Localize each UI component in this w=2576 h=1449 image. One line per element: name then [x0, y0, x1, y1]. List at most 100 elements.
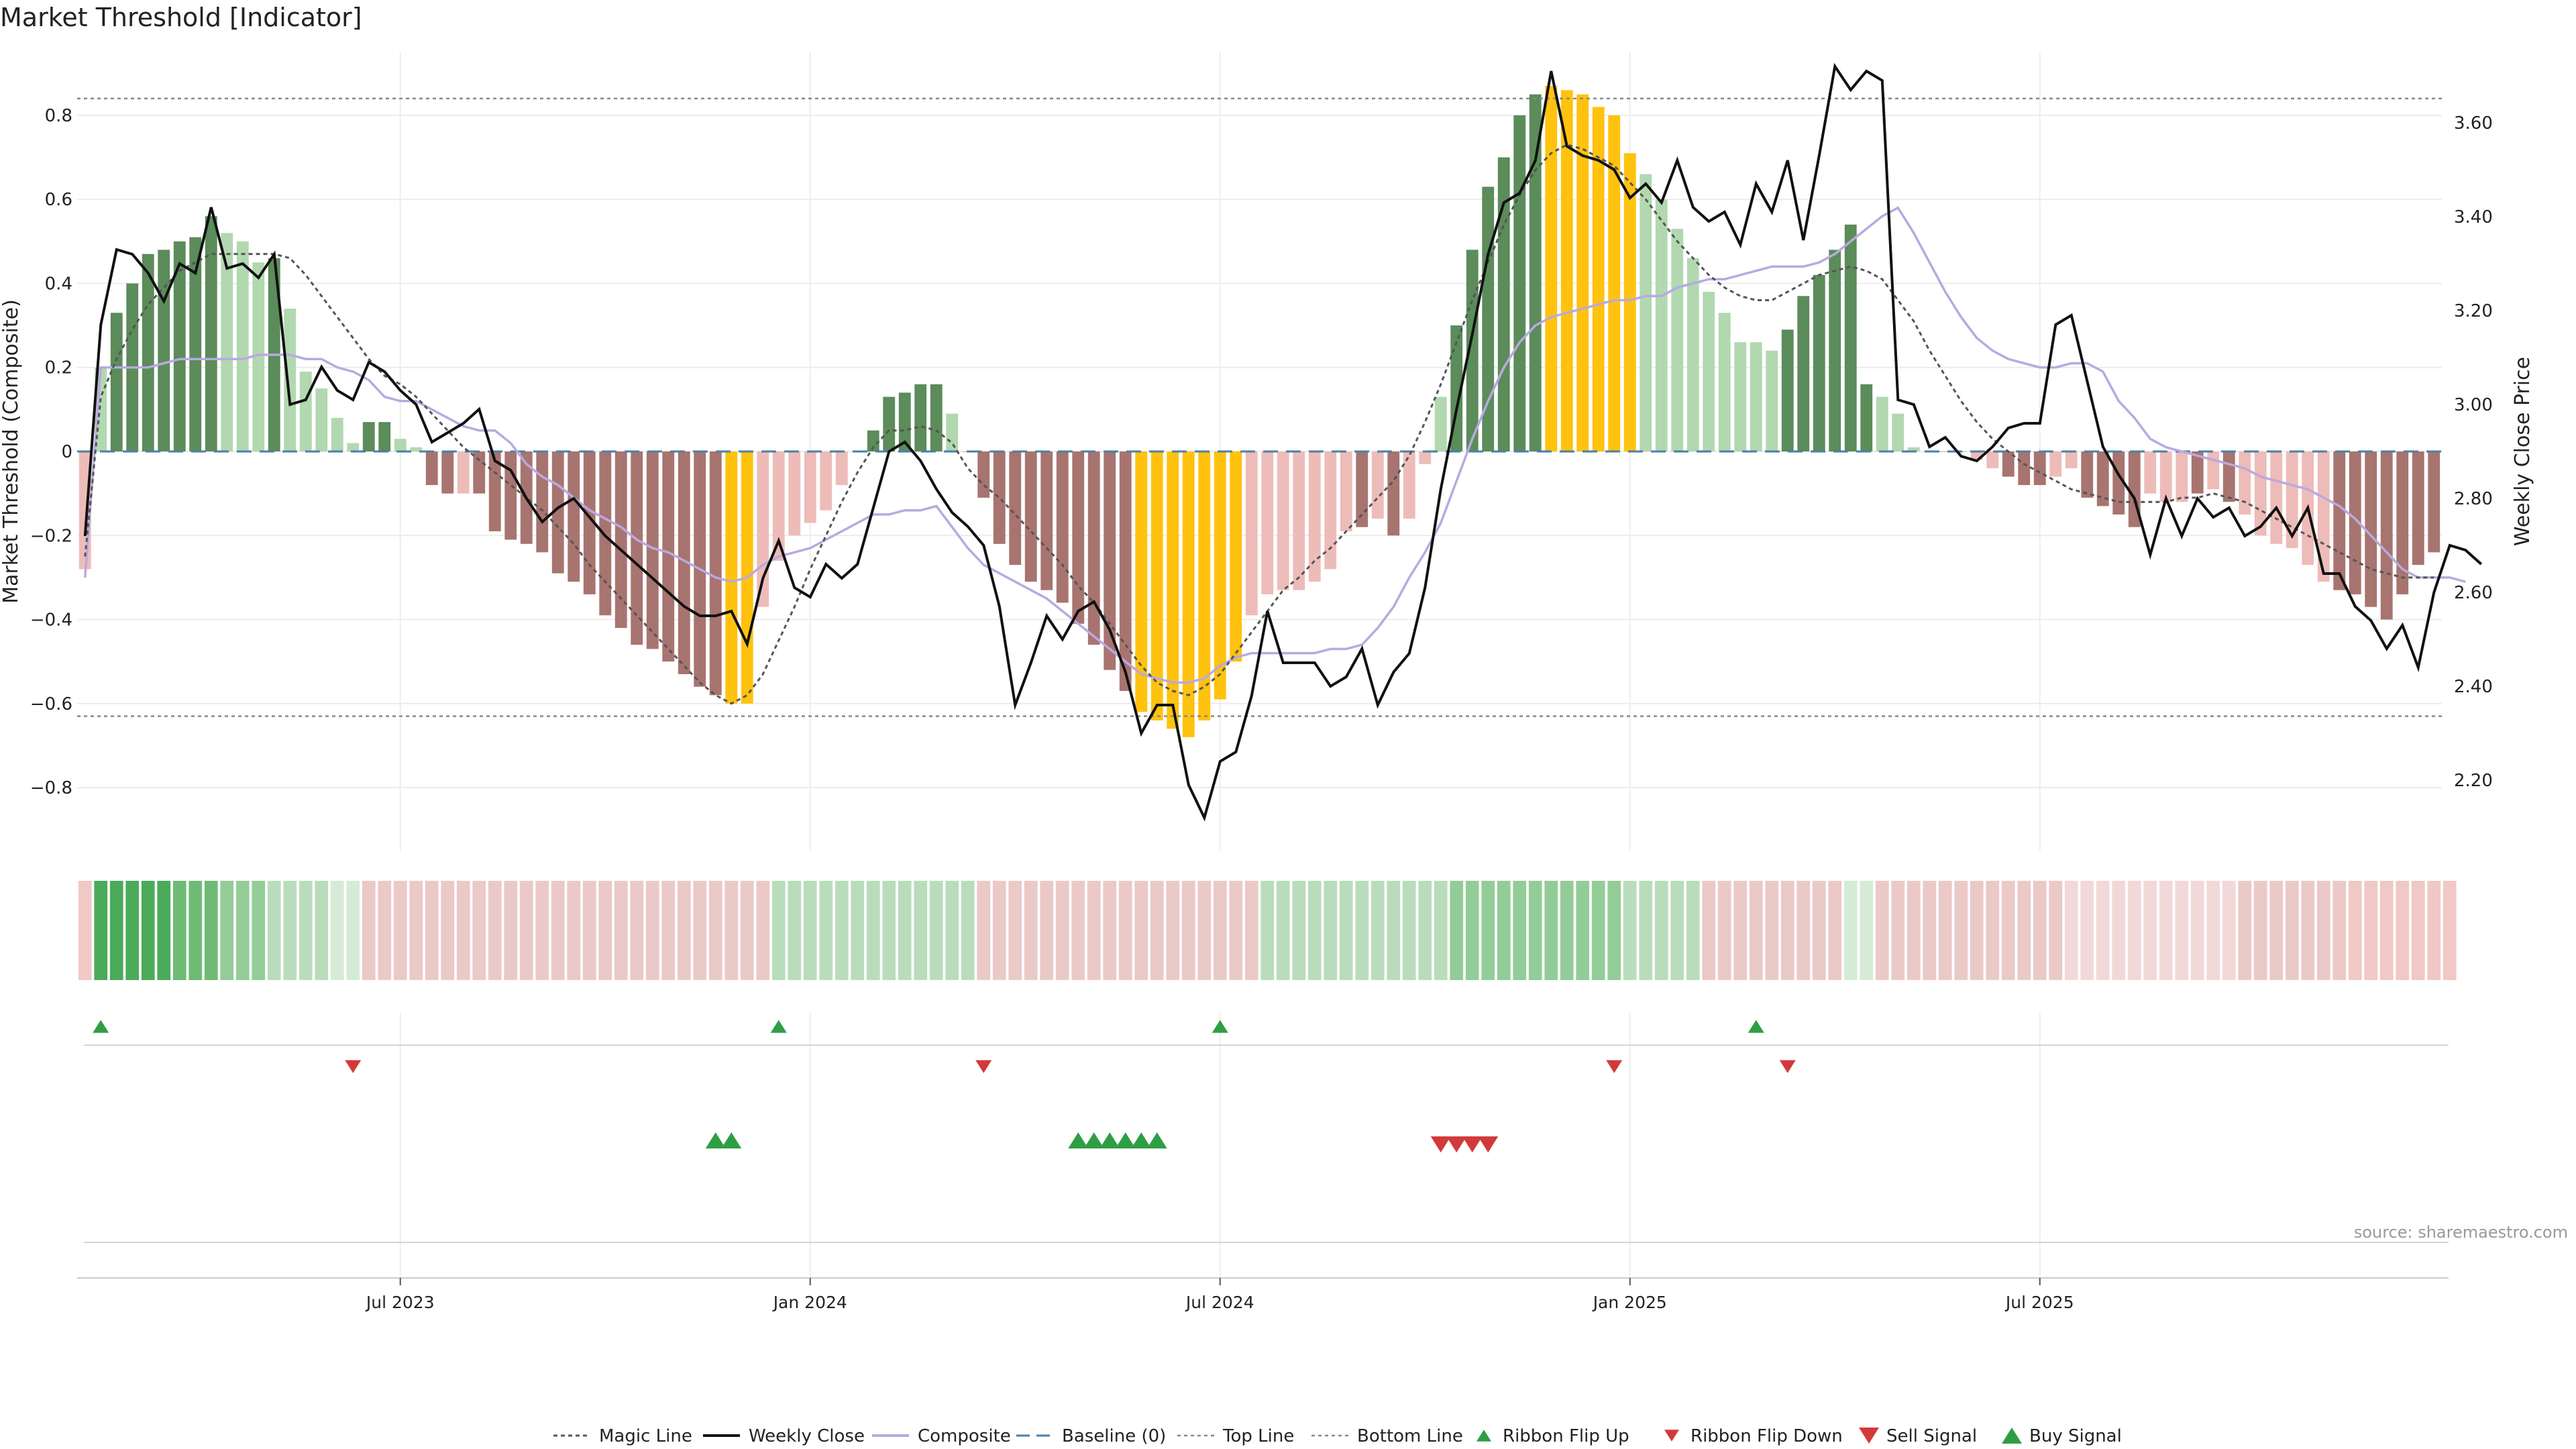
ribbon-cell-109 — [1796, 881, 1811, 980]
ribbon-cell-136 — [2222, 881, 2236, 980]
left-tick-label-1: 0.6 — [45, 190, 72, 210]
ribbon-cell-6 — [172, 881, 186, 980]
ribbon-cell-24 — [456, 881, 470, 980]
composite-bar-126 — [2065, 451, 2078, 469]
composite-bar-11 — [252, 262, 265, 451]
composite-bar-144 — [2349, 451, 2361, 594]
composite-bar-14 — [299, 372, 312, 451]
composite-bar-103 — [1703, 292, 1715, 451]
composite-bar-32 — [583, 451, 596, 594]
composite-bar-25 — [473, 451, 486, 494]
ribbon-cell-41 — [724, 881, 739, 980]
ribbon-cell-51 — [882, 881, 896, 980]
composite-bar-82 — [1371, 451, 1384, 519]
ribbon-cell-120 — [1970, 881, 1984, 980]
ribbon-cell-111 — [1828, 881, 1842, 980]
lines-layer — [77, 62, 2483, 822]
ribbon-cell-140 — [2285, 881, 2299, 980]
ribbon-cell-96 — [1591, 881, 1605, 980]
right-tick-label-0: 3.60 — [2454, 113, 2493, 133]
buy-signal-marker-7 — [1146, 1132, 1167, 1148]
ribbon-cell-125 — [2049, 881, 2063, 980]
ribbon-cell-95 — [1576, 881, 1590, 980]
composite-bar-64 — [1087, 451, 1100, 645]
right-tick-label-7: 2.20 — [2454, 771, 2493, 791]
ribbon-cell-60 — [1024, 881, 1038, 980]
ribbon-cell-93 — [1544, 881, 1558, 980]
right-tick-label-6: 2.40 — [2454, 677, 2493, 697]
x-tick-label-0: Jul 2023 — [365, 1293, 435, 1312]
legend-swatch-ribbon-flip-up — [1477, 1430, 1491, 1442]
composite-bar-67 — [1135, 451, 1148, 712]
left-axis-label: Market Threshold (Composite) — [0, 299, 23, 604]
ribbon-cell-142 — [2316, 881, 2330, 980]
ribbon-cell-130 — [2127, 881, 2141, 980]
legend-swatch-sell-signal — [1859, 1428, 1879, 1444]
ribbon-cell-58 — [992, 881, 1006, 980]
composite-bar-79 — [1324, 451, 1337, 570]
ribbon-cell-134 — [2190, 881, 2204, 980]
composite-bar-145 — [2365, 451, 2377, 607]
composite-bar-71 — [1198, 451, 1211, 720]
ribbon-flip-down-marker-0 — [345, 1060, 362, 1073]
ribbon-cell-29 — [535, 881, 549, 980]
composite-bar-65 — [1104, 451, 1116, 670]
composite-bar-108 — [1781, 329, 1794, 451]
ribbon-cell-124 — [2033, 881, 2047, 980]
buy-signal-marker-6 — [1131, 1132, 1152, 1148]
ribbon-flip-up-marker-3 — [1748, 1020, 1764, 1033]
ribbon-cell-9 — [220, 881, 234, 980]
composite-bar-136 — [2222, 451, 2235, 502]
ribbon-cell-146 — [2379, 881, 2394, 980]
ribbon-cell-150 — [2443, 881, 2457, 980]
ribbon-cell-59 — [1008, 881, 1022, 980]
ribbon-cell-69 — [1166, 881, 1180, 980]
ribbon-cell-73 — [1229, 881, 1243, 980]
ribbon-cell-116 — [1907, 881, 1921, 980]
ribbon-cell-37 — [661, 881, 676, 980]
ribbon-flip-down-marker-3 — [1779, 1060, 1796, 1073]
composite-bar-77 — [1293, 451, 1305, 590]
ribbon-cell-50 — [866, 881, 880, 980]
ribbon-cell-104 — [1717, 881, 1731, 980]
legend-label-0: Magic Line — [599, 1426, 692, 1446]
ribbon-cell-89 — [1481, 881, 1495, 980]
ribbon-cell-3 — [125, 881, 140, 980]
composite-bar-74 — [1245, 451, 1258, 616]
composite-bar-23 — [441, 451, 454, 494]
ribbon-cell-57 — [977, 881, 991, 980]
composite-bar-68 — [1150, 451, 1163, 720]
ribbon-cell-19 — [378, 881, 392, 980]
ribbon-cell-74 — [1244, 881, 1258, 980]
composite-bar-142 — [2317, 451, 2330, 582]
composite-bar-17 — [347, 443, 360, 451]
ribbon-flip-down-marker-1 — [975, 1060, 992, 1073]
ribbon-cell-7 — [189, 881, 203, 980]
ribbon-cell-62 — [1055, 881, 1069, 980]
composite-bar-58 — [993, 451, 1006, 544]
ribbon-cell-71 — [1197, 881, 1212, 980]
ribbon-cell-138 — [2253, 881, 2267, 980]
ribbon-cell-88 — [1465, 881, 1479, 980]
composite-bar-85 — [1419, 451, 1432, 464]
ribbon-flip-down-marker-2 — [1606, 1060, 1623, 1073]
composite-bar-2 — [110, 313, 123, 451]
composite-bar-113 — [1860, 384, 1873, 451]
composite-bar-10 — [236, 241, 249, 451]
ribbon-cell-42 — [740, 881, 754, 980]
composite-bar-105 — [1734, 342, 1747, 451]
composite-bar-16 — [331, 417, 343, 451]
markers-layer — [84, 1020, 2449, 1243]
ribbon-cell-141 — [2301, 881, 2315, 980]
composite-bar-122 — [2002, 451, 2015, 477]
ribbon-cell-127 — [2080, 881, 2094, 980]
ribbon-cell-100 — [1654, 881, 1668, 980]
legend-swatch-buy-signal — [2002, 1428, 2022, 1444]
composite-bar-124 — [2033, 451, 2046, 486]
ribbon-cell-36 — [645, 881, 659, 980]
ribbon-cell-107 — [1765, 881, 1779, 980]
composite-bar-86 — [1434, 396, 1447, 451]
ribbon-cell-49 — [851, 881, 865, 980]
composite-bar-123 — [2018, 451, 2031, 486]
ribbon-cell-117 — [1923, 881, 1937, 980]
